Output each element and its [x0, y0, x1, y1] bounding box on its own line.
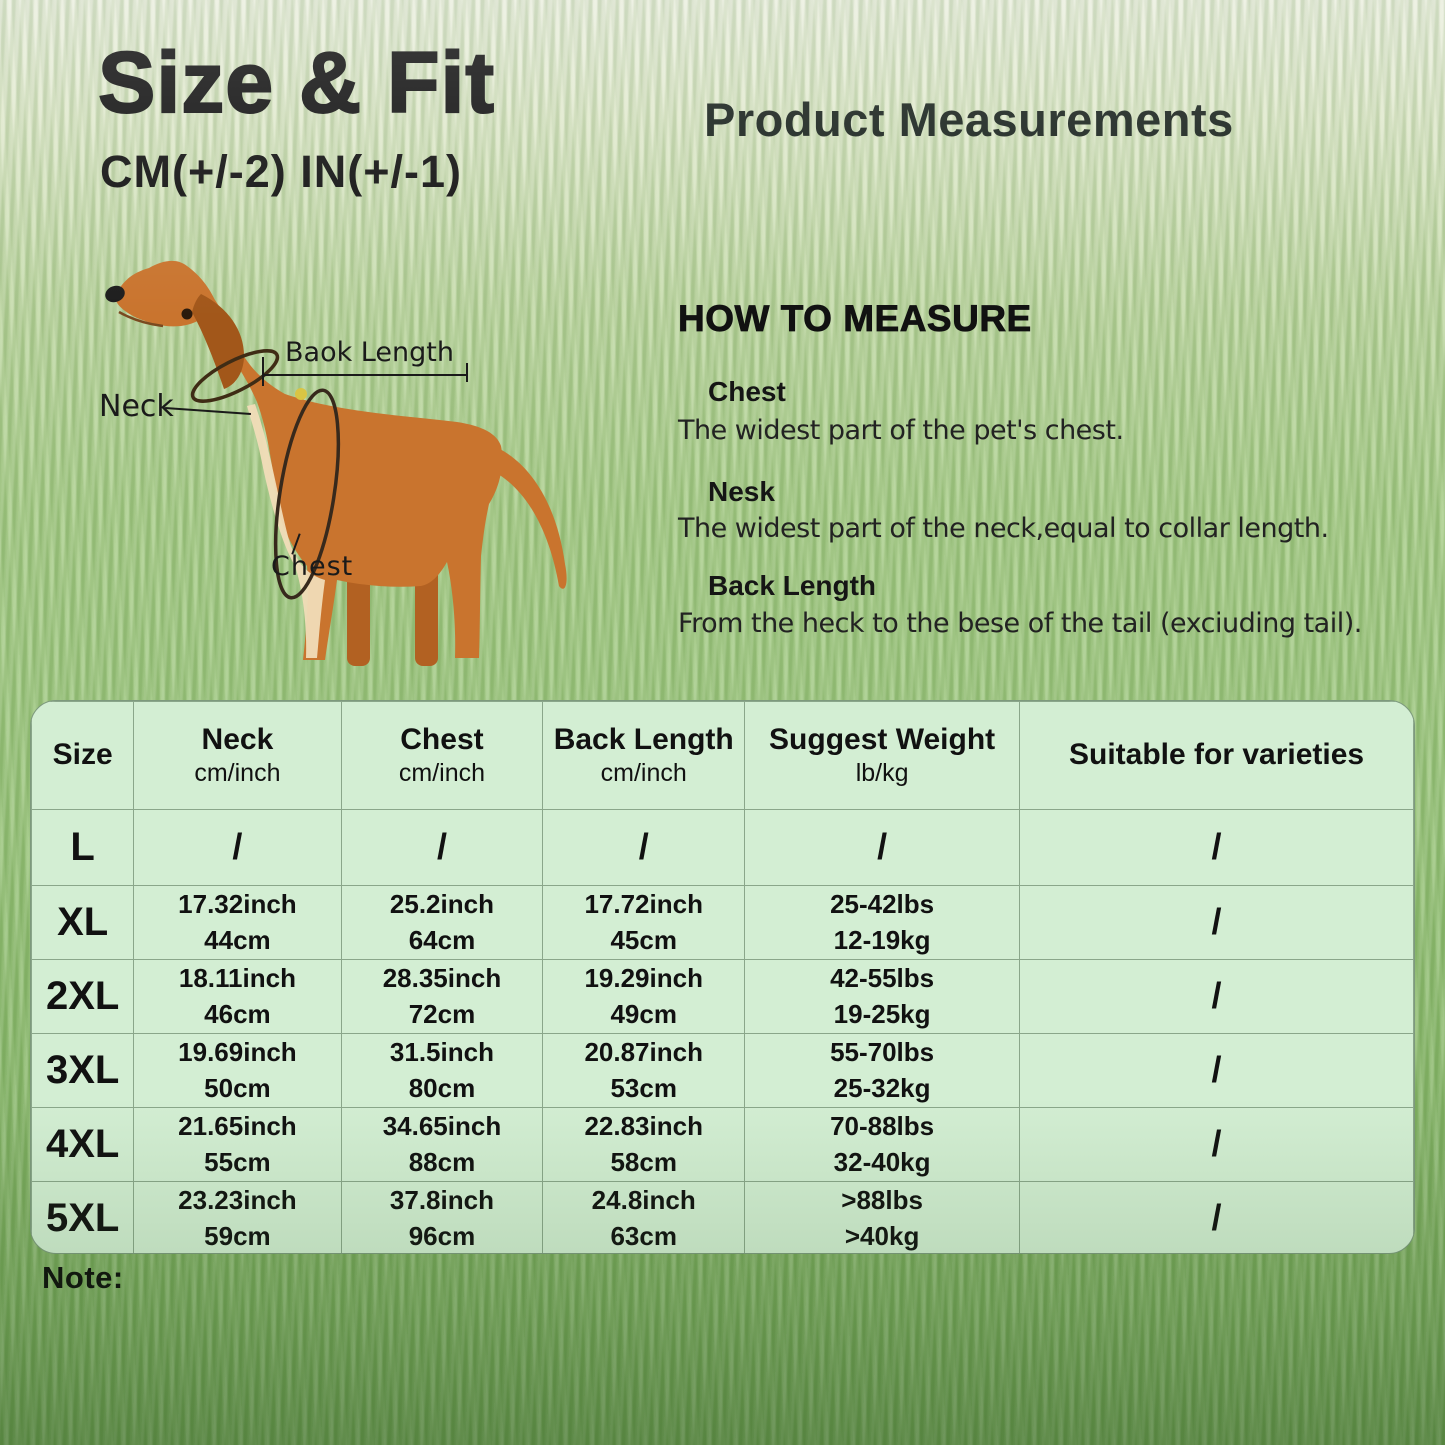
table-header-row: Size Neck cm/inch Chest cm/inch Back Lengt…: [31, 701, 1414, 810]
table-cell: /: [1019, 1181, 1414, 1253]
table-cell: 21.65inch 55cm: [133, 1107, 342, 1182]
back-length-tick-right: [466, 363, 468, 382]
col-header-varieties: Suitable for varieties: [1019, 701, 1414, 810]
table-cell: 24.8inch 63cm: [542, 1181, 746, 1253]
tolerance-note: CM(+/-2) IN(+/-1): [100, 146, 463, 197]
neck-diagram-label: Neck: [99, 389, 174, 424]
dog-body: [115, 260, 503, 660]
measure-term-chest: Chest: [708, 376, 786, 407]
size-label: 2XL: [31, 959, 135, 1034]
table-row: 2XL 18.11inch 46cm 28.35inch 72cm 19.29inc…: [31, 959, 1414, 1034]
table-row: XL 17.32inch 44cm 25.2inch 64cm 17.72inch 4…: [31, 885, 1414, 960]
table-cell: 19.69inch 50cm: [133, 1033, 342, 1108]
size-label: 5XL: [31, 1181, 135, 1253]
size-label: XL: [31, 885, 135, 960]
col-header-neck: Neck cm/inch: [133, 701, 342, 810]
measure-desc-neck: The widest part of the neck,equal to col…: [678, 513, 1329, 544]
how-to-measure-heading: HOW TO MEASURE: [678, 298, 1032, 340]
dog-nose: [105, 285, 125, 303]
table-cell: 37.8inch 96cm: [340, 1181, 544, 1253]
table-row: L / / / / /: [31, 809, 1414, 886]
table-cell: 28.35inch 72cm: [340, 959, 544, 1034]
table-row: 3XL 19.69inch 50cm 31.5inch 80cm 20.87inch…: [31, 1033, 1414, 1108]
col-header-chest: Chest cm/inch: [340, 701, 544, 810]
table-cell: 23.23inch 59cm: [133, 1181, 342, 1253]
table-cell: 55-70lbs 25-32kg: [744, 1033, 1021, 1108]
table-cell: /: [1019, 809, 1414, 886]
chest-measure-loop: [273, 388, 341, 600]
size-label: 3XL: [31, 1033, 135, 1108]
table-cell: /: [542, 809, 746, 886]
size-chart-table: Size Neck cm/inch Chest cm/inch Back Lengt…: [30, 700, 1415, 1254]
note-label: Note:: [42, 1260, 124, 1295]
col-header-suggest-weight: Suggest Weight lb/kg: [744, 701, 1021, 810]
table-cell: 70-88lbs 32-40kg: [744, 1107, 1021, 1182]
back-length-tick-left: [262, 357, 264, 386]
neck-measure-loop: [190, 349, 280, 403]
size-label: L: [31, 809, 135, 886]
table-cell: 19.29inch 49cm: [542, 959, 746, 1034]
page-title: Size & Fit: [97, 34, 496, 132]
table-cell: 20.87inch 53cm: [542, 1033, 746, 1108]
table-cell: /: [1019, 1107, 1414, 1182]
measure-desc-chest: The widest part of the pet's chest.: [678, 415, 1124, 446]
chest-diagram-label: Chest: [271, 551, 354, 582]
table-cell: 34.65inch 88cm: [340, 1107, 544, 1182]
back-length-diagram-label: Baok Length: [285, 337, 454, 368]
dog-ear: [192, 294, 245, 389]
dog-illustration: [105, 260, 567, 666]
table-cell: 42-55lbs 19-25kg: [744, 959, 1021, 1034]
table-cell: /: [340, 809, 544, 886]
col-header-back-length: Back Length cm/inch: [542, 701, 746, 810]
table-cell: 17.32inch 44cm: [133, 885, 342, 960]
table-cell: /: [1019, 1033, 1414, 1108]
table-cell: >88lbs >40kg: [744, 1181, 1021, 1253]
table-cell: /: [1019, 885, 1414, 960]
table-cell: /: [1019, 959, 1414, 1034]
product-measurements-title: Product Measurements: [704, 93, 1234, 146]
dog-measurement-diagram: Baok Length Neck Chest: [85, 253, 585, 685]
table-cell: 31.5inch 80cm: [340, 1033, 544, 1108]
back-length-measure-line: [263, 374, 467, 376]
table-cell: 17.72inch 45cm: [542, 885, 746, 960]
table-cell: /: [133, 809, 342, 886]
measure-term-neck: Nesk: [708, 476, 775, 507]
dog-eye: [181, 308, 193, 320]
table-cell: /: [744, 809, 1021, 886]
measure-desc-back-length: From the heck to the bese of the tail (e…: [678, 608, 1362, 639]
loop-clip: [295, 388, 307, 400]
table-row: 5XL 23.23inch 59cm 37.8inch 96cm 24.8inch 6…: [31, 1181, 1414, 1253]
dog-mouth-line: [118, 310, 164, 328]
table-cell: 18.11inch 46cm: [133, 959, 342, 1034]
col-header-size: Size: [31, 701, 135, 810]
table-cell: 25-42lbs 12-19kg: [744, 885, 1021, 960]
dog-chest-patch: [247, 404, 325, 658]
table-row: 4XL 21.65inch 55cm 34.65inch 88cm 22.83inc…: [31, 1107, 1414, 1182]
size-label: 4XL: [31, 1107, 135, 1182]
measure-term-back-length: Back Length: [708, 570, 877, 601]
table-cell: 22.83inch 58cm: [542, 1107, 746, 1182]
table-cell: 25.2inch 64cm: [340, 885, 544, 960]
